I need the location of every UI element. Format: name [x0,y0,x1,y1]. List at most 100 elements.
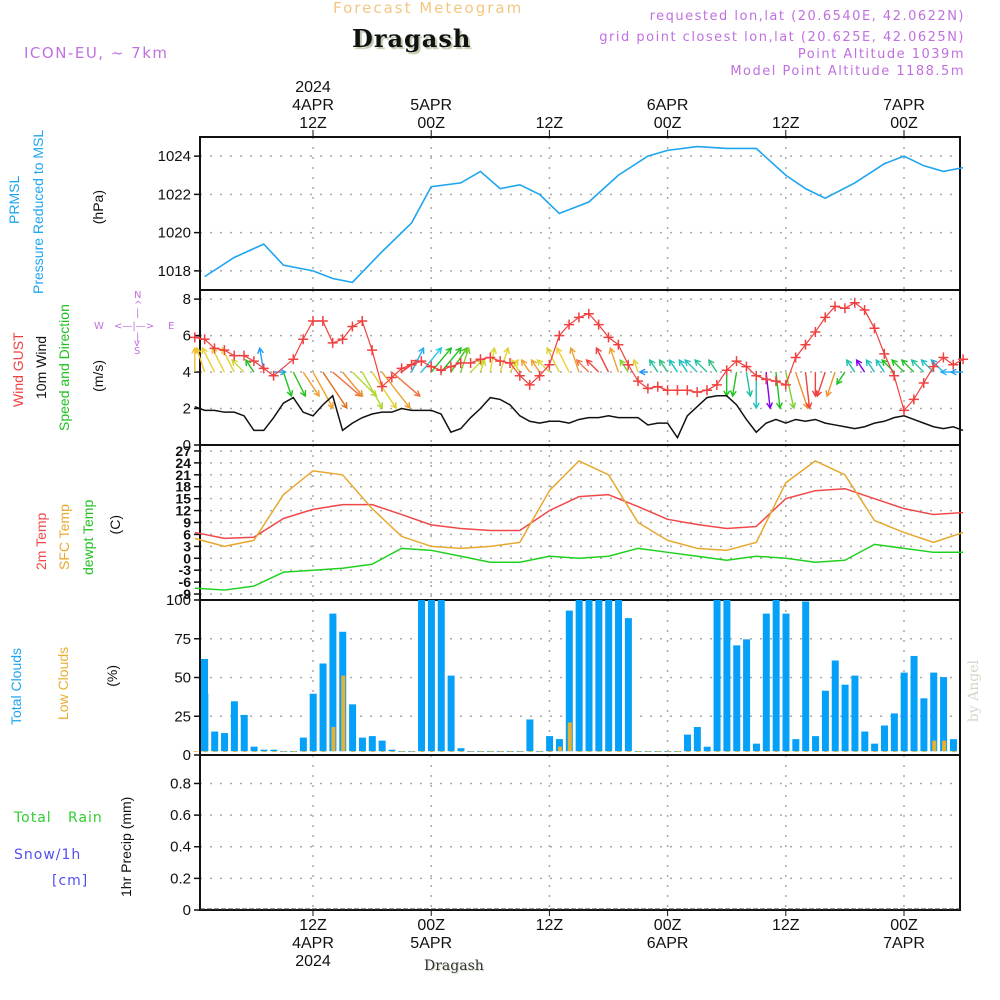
wind-ytick-label: 2 [183,401,191,418]
low-cloud-bar [725,751,730,753]
total-cloud-bar [782,613,790,752]
bottom-time-label: 4APR [292,935,334,952]
wind-arrow-head [865,358,873,367]
wind-direction-arrow [633,359,639,373]
bottom-time-label: 7APR [883,935,925,952]
wind-direction-arrow [875,359,885,373]
total-cloud-bar [457,748,465,752]
gust-marker [800,339,811,350]
low-cloud-bar [587,751,592,753]
wind-direction-arrow [499,347,509,373]
total-cloud-bar [910,655,918,752]
wind-direction-arrow [556,347,570,373]
wind-direction-arrow [511,359,521,373]
total-cloud-bar [930,672,938,752]
low-cloud-bar [213,751,218,753]
gust-marker [367,345,378,356]
low-cloud-bar [232,751,237,753]
wind-direction-arrow [804,371,811,409]
sfc-temp-line [194,460,964,552]
gust-marker [672,385,683,396]
gust-marker [396,363,407,374]
top-time-label: 00Z [890,115,918,132]
wind-direction-arrow [649,359,659,373]
low-cloud-bar [735,751,740,753]
low-cloud-bar [804,751,809,753]
wind-arrow-head [575,359,583,367]
low-cloud-bar [479,751,484,753]
wind-ytick-label: 6 [183,328,191,345]
total-cloud-bar [349,704,357,752]
wind-direction-arrow [836,371,846,385]
wind-direction-arrow [460,347,470,373]
total-cloud-bar [713,600,721,752]
total-cloud-bar [575,600,583,752]
total-cloud-bar [309,693,317,752]
low-cloud-bar [262,751,267,753]
total-cloud-bar [871,743,879,752]
wind-direction-arrow [570,347,580,373]
total-cloud-bar [418,600,426,752]
chart-super-title: Forecast Meteogram [333,0,524,17]
bottom-time-label: 6APR [647,935,689,952]
total-cloud-bar [270,749,278,752]
wind-direction-arrow [450,347,468,373]
wind-direction-arrow [489,347,495,373]
wind-arrow-head [910,359,918,367]
low-cloud-bar [942,740,947,752]
wind-direction-arrow [731,371,738,397]
gust-marker [347,321,358,332]
wind-arrow-head [693,359,701,367]
wind-direction-arrow [521,359,531,373]
wind-arrow-head [930,359,938,367]
gust-marker [298,334,309,345]
precip-ytick-label: 0.4 [170,839,191,856]
gust-marker [376,381,387,392]
gust-marker [849,297,860,308]
model-point-altitude: Model Point Altitude 1188.5m [730,64,965,79]
wind-arrow-head [520,358,528,367]
gust-marker [780,379,791,390]
wind-direction-arrow [245,359,255,373]
precip-ytick-label: 0.2 [170,870,191,887]
wind-direction-arrow [371,371,397,409]
gust-marker [948,359,959,370]
wind-direction-arrow [312,371,334,409]
total-cloud-bar [940,677,948,752]
wind-direction-arrow [826,371,836,397]
low-cloud-bar [892,751,897,753]
total-cloud-bar [240,714,248,752]
wind-arrow-head [455,346,462,355]
wind-direction-arrow [659,359,669,373]
total-cloud-bar [851,675,859,752]
gust-marker [514,370,525,381]
total-cloud-bar [743,639,751,752]
total-cloud-bar [437,600,445,752]
wind-arrow-head [490,346,497,354]
precip-ytick-label: 0 [183,902,191,919]
point-altitude: Point Altitude 1039m [797,47,965,62]
wind-direction-arrow [576,359,590,373]
pressure-line [204,145,964,284]
gust-marker [633,376,644,387]
total-cloud-bar [526,719,534,752]
wind-ytick-label: 8 [183,291,191,308]
wind-arrow-head [356,390,364,398]
wind-arrow-head [678,358,685,367]
gust-marker [623,359,634,370]
top-time-label: 6APR [647,97,689,114]
wind-arrow-head [775,402,783,410]
wind-arrow-head [279,368,288,376]
total-cloud-bar [565,610,573,752]
low-cloud-bar [715,751,720,753]
wind-arrow-head [536,359,544,367]
wind-arrow-head [257,346,265,354]
wind-direction-arrow [391,371,421,397]
pressure-ytick-label: 1020 [158,225,191,242]
wind-ytick-label: 4 [183,364,191,381]
wind-arrow-head [608,346,616,355]
wind-direction-arrow [440,347,462,373]
low-cloud-bar [695,751,700,753]
gust-marker [534,370,545,381]
gust-marker [751,370,762,381]
